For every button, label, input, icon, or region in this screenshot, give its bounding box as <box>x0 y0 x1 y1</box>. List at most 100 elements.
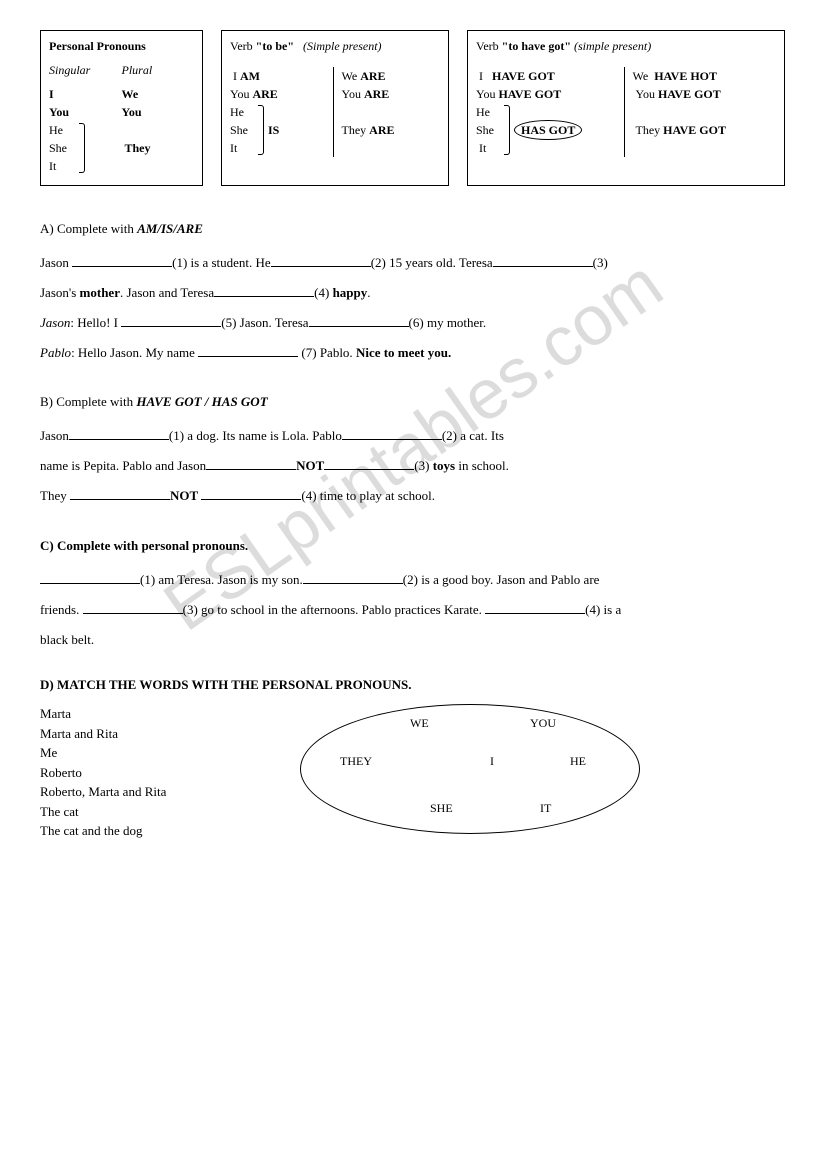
b2l0p: I <box>233 69 237 83</box>
b3l3p: She <box>476 121 504 139</box>
p-sing-0: I <box>49 87 54 101</box>
b-t2e: in school. <box>455 458 509 473</box>
blank[interactable] <box>303 571 403 584</box>
blank[interactable] <box>72 254 172 267</box>
a-t3d: (6) my mother. <box>409 315 487 330</box>
b3l0v: HAVE GOT <box>492 69 555 83</box>
c-t2a: friends. <box>40 602 83 617</box>
b-t1b: (1) a dog. Its name is Lola. Pablo <box>169 428 342 443</box>
a-head-em: AM/IS/ARE <box>137 221 203 236</box>
b2l0v: AM <box>240 69 260 83</box>
b3r1v: HAVE GOT <box>658 87 721 101</box>
a-t4b: : Hello Jason. My name <box>71 345 198 360</box>
box3-verb: "to have got" <box>502 39 571 53</box>
blank[interactable] <box>121 314 221 327</box>
a-t2e: happy <box>333 285 368 300</box>
d-left-3: Roberto <box>40 763 300 783</box>
box-pronouns: Personal Pronouns Singular Plural I You … <box>40 30 203 186</box>
b-t2d: toys <box>433 458 455 473</box>
oval-you: YOU <box>530 714 556 732</box>
b2r0p: We <box>342 69 358 83</box>
oval-we: WE <box>410 714 429 732</box>
d-left-2: Me <box>40 743 300 763</box>
b3r3p: They <box>636 123 661 137</box>
blank[interactable] <box>40 571 140 584</box>
b2r3v: ARE <box>369 123 394 137</box>
oval-she: SHE <box>430 799 453 817</box>
a-t1c: (2) 15 years old. Teresa <box>371 255 493 270</box>
section-d: D) MATCH THE WORDS WITH THE PERSONAL PRO… <box>40 675 786 841</box>
b3r0p: We <box>633 69 649 83</box>
box3-pre: Verb <box>476 39 502 53</box>
p-pl-2: They <box>125 141 151 155</box>
p-pl-1: You <box>122 105 142 119</box>
section-c: C) Complete with personal pronouns. (1) … <box>40 531 786 655</box>
a-head-pre: A) Complete with <box>40 221 137 236</box>
box1-title: Personal Pronouns <box>49 39 146 53</box>
a-t2a: Jason's <box>40 285 80 300</box>
b3l3v: HAS GOT <box>521 123 575 137</box>
p-sing-3: She <box>49 139 79 157</box>
blank[interactable] <box>201 487 301 500</box>
reference-boxes: Personal Pronouns Singular Plural I You … <box>40 30 786 186</box>
box1-h-plural: Plural <box>122 63 153 77</box>
box-tobe: Verb "to be" (Simple present) I AM You A… <box>221 30 449 186</box>
b3r0v: HAVE HOT <box>654 69 717 83</box>
a-t4d: Nice to meet you. <box>356 345 451 360</box>
blank[interactable] <box>485 601 585 614</box>
blank[interactable] <box>271 254 371 267</box>
d-left-1: Marta and Rita <box>40 724 300 744</box>
b3l4p: It <box>479 141 486 155</box>
c-t2b: (3) go to school in the afternoons. Pabl… <box>183 602 486 617</box>
box1-h-sing: Singular <box>49 63 90 77</box>
c-t3: black belt. <box>40 625 786 655</box>
blank[interactable] <box>206 457 296 470</box>
d-left-5: The cat <box>40 802 300 822</box>
p-sing-2: He <box>49 121 79 139</box>
a-t3b: : Hello! I <box>70 315 121 330</box>
b2r3p: They <box>342 123 367 137</box>
b-t1c: (2) a cat. Its <box>442 428 504 443</box>
blank[interactable] <box>342 427 442 440</box>
b3l1v: HAVE GOT <box>498 87 561 101</box>
section-b: B) Complete with HAVE GOT / HAS GOT Jaso… <box>40 387 786 511</box>
b3l0p: I <box>479 69 483 83</box>
blank[interactable] <box>324 457 414 470</box>
b3l1p: You <box>476 87 495 101</box>
box2-suf: (Simple present) <box>300 39 382 53</box>
blank[interactable] <box>69 427 169 440</box>
b2r0v: ARE <box>360 69 385 83</box>
d-left-4: Roberto, Marta and Rita <box>40 782 300 802</box>
b2l1p: You <box>230 87 249 101</box>
box3-suf: (simple present) <box>571 39 651 53</box>
blank[interactable] <box>309 314 409 327</box>
b2l4p: It <box>230 139 258 157</box>
blank[interactable] <box>493 254 593 267</box>
b2l3v: IS <box>268 123 279 137</box>
blank[interactable] <box>214 284 314 297</box>
p-sing-1: You <box>49 105 69 119</box>
a-t4c: (7) Pablo. <box>301 345 356 360</box>
a-t1b: (1) is a student. He <box>172 255 271 270</box>
b3l2p: He <box>476 103 504 121</box>
b-t3a: They <box>40 488 70 503</box>
a-t2d: (4) <box>314 285 332 300</box>
blank[interactable] <box>83 601 183 614</box>
blank[interactable] <box>70 487 170 500</box>
a-t4a: Pablo <box>40 345 71 360</box>
d-head: D) MATCH THE WORDS WITH THE PERSONAL PRO… <box>40 677 412 692</box>
section-a: A) Complete with AM/IS/ARE Jason (1) is … <box>40 214 786 367</box>
a-t1a: Jason <box>40 255 72 270</box>
b2l2p: He <box>230 103 258 121</box>
p-sing-4: It <box>49 157 79 175</box>
oval-they: THEY <box>340 752 372 770</box>
a-t3c: (5) Jason. Teresa <box>221 315 308 330</box>
b-t2a: name is Pepita. Pablo and Jason <box>40 458 206 473</box>
b2l3p: She <box>230 121 258 139</box>
a-t2c: . Jason and Teresa <box>120 285 214 300</box>
b2l1v: ARE <box>252 87 277 101</box>
box-havegot: Verb "to have got" (simple present) I HA… <box>467 30 785 186</box>
blank[interactable] <box>198 344 298 357</box>
b3r1p: You <box>636 87 655 101</box>
a-t2f: . <box>367 285 370 300</box>
